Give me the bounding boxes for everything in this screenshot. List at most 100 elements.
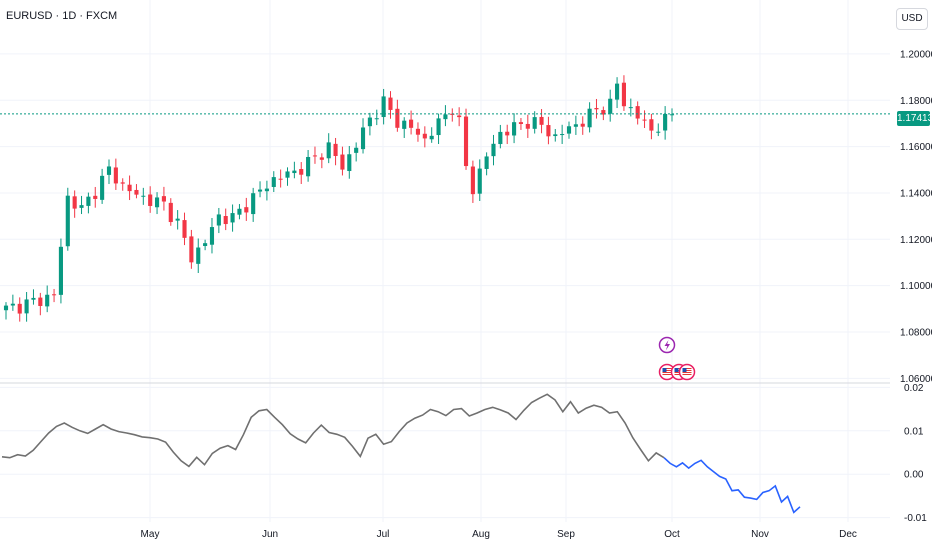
candle xyxy=(24,291,29,322)
candle xyxy=(553,129,558,142)
price-tick-label: 1.18000 xyxy=(900,96,932,107)
candle xyxy=(203,239,208,251)
candle xyxy=(182,212,187,246)
candle xyxy=(52,288,57,303)
candle xyxy=(491,134,496,166)
candle xyxy=(546,116,551,145)
time-tick-label: Sep xyxy=(557,529,575,540)
time-tick-label: Oct xyxy=(664,529,680,540)
candle xyxy=(463,108,469,170)
candle xyxy=(223,208,228,231)
grid xyxy=(0,0,890,522)
time-tick-label: Dec xyxy=(839,529,857,540)
candle xyxy=(106,159,112,185)
candle xyxy=(196,238,201,273)
indicator-line-projection xyxy=(663,457,801,514)
candle xyxy=(649,113,654,140)
indicator-tick-label: 0.01 xyxy=(904,426,924,437)
candle xyxy=(573,115,578,135)
candle xyxy=(347,145,352,179)
candle xyxy=(141,187,146,205)
candle xyxy=(470,160,475,203)
event-markers[interactable] xyxy=(658,336,696,381)
candle xyxy=(381,88,386,125)
candle xyxy=(656,123,661,137)
candle xyxy=(216,207,221,234)
candle xyxy=(587,102,592,133)
price-tick-label: 1.20000 xyxy=(900,49,932,60)
candle xyxy=(292,161,297,179)
candle xyxy=(422,126,427,148)
candle xyxy=(285,167,290,186)
price-tick-label: 1.10000 xyxy=(900,281,932,292)
time-tick-label: Jul xyxy=(377,529,390,540)
candle xyxy=(457,107,462,127)
candle xyxy=(3,302,9,320)
candle xyxy=(17,297,22,322)
candle xyxy=(388,91,393,119)
candle xyxy=(628,98,633,117)
candle xyxy=(264,180,269,201)
candle xyxy=(374,109,379,126)
candle xyxy=(58,238,63,304)
candle xyxy=(429,127,434,143)
candle xyxy=(31,289,36,305)
candle xyxy=(436,113,441,145)
candle xyxy=(299,162,304,184)
indicator-series xyxy=(1,393,801,514)
lightning-event-icon[interactable] xyxy=(658,336,676,354)
candle xyxy=(65,187,70,251)
currency-button[interactable]: USD xyxy=(896,8,928,30)
candle xyxy=(340,146,345,176)
candle xyxy=(333,137,338,166)
time-tick-label: Nov xyxy=(751,529,769,540)
price-axis[interactable]: 1.20000 1.18000 1.16000 1.14000 1.12000 1.100… xyxy=(900,49,932,524)
candle xyxy=(326,133,331,164)
candle xyxy=(539,109,544,134)
candle xyxy=(319,153,324,169)
candle xyxy=(663,106,668,140)
candle xyxy=(415,122,421,142)
candle xyxy=(360,118,366,154)
candle xyxy=(560,124,565,144)
candle xyxy=(312,146,318,164)
candle xyxy=(484,152,489,176)
candle xyxy=(402,117,407,138)
candle xyxy=(93,186,98,208)
us-flag-event-icon[interactable] xyxy=(678,363,696,381)
price-tick-label: 1.12000 xyxy=(900,235,932,246)
candle xyxy=(580,116,585,135)
candle xyxy=(38,292,43,316)
candle xyxy=(244,197,249,221)
candle xyxy=(525,114,530,138)
price-tick-label: 1.14000 xyxy=(900,188,932,199)
chart-title: EURUSD · 1D · FXCM xyxy=(6,10,118,22)
candle xyxy=(209,217,215,254)
candlestick-series xyxy=(3,75,675,322)
indicator-tick-label: 0.00 xyxy=(904,470,924,481)
candle xyxy=(120,178,125,191)
candle xyxy=(154,192,160,215)
candle xyxy=(608,89,613,122)
candle xyxy=(505,124,510,145)
time-tick-label: May xyxy=(141,529,160,540)
candle xyxy=(161,186,166,211)
candle xyxy=(79,195,84,215)
candle xyxy=(395,99,400,132)
candle xyxy=(306,149,311,182)
candle xyxy=(498,124,503,149)
indicator-tick-label: 0.02 xyxy=(904,383,924,394)
time-tick-label: Jun xyxy=(262,529,278,540)
candle xyxy=(175,210,180,230)
candle xyxy=(512,113,517,144)
time-axis[interactable]: May Jun Jul Aug Sep Oct Nov Dec xyxy=(141,529,857,540)
candle xyxy=(237,204,242,220)
candle xyxy=(86,192,91,214)
candle xyxy=(615,77,620,109)
candle xyxy=(189,229,194,269)
candle xyxy=(669,108,675,122)
candle xyxy=(72,190,77,218)
last-price-badge: 1.17413 xyxy=(897,111,932,126)
